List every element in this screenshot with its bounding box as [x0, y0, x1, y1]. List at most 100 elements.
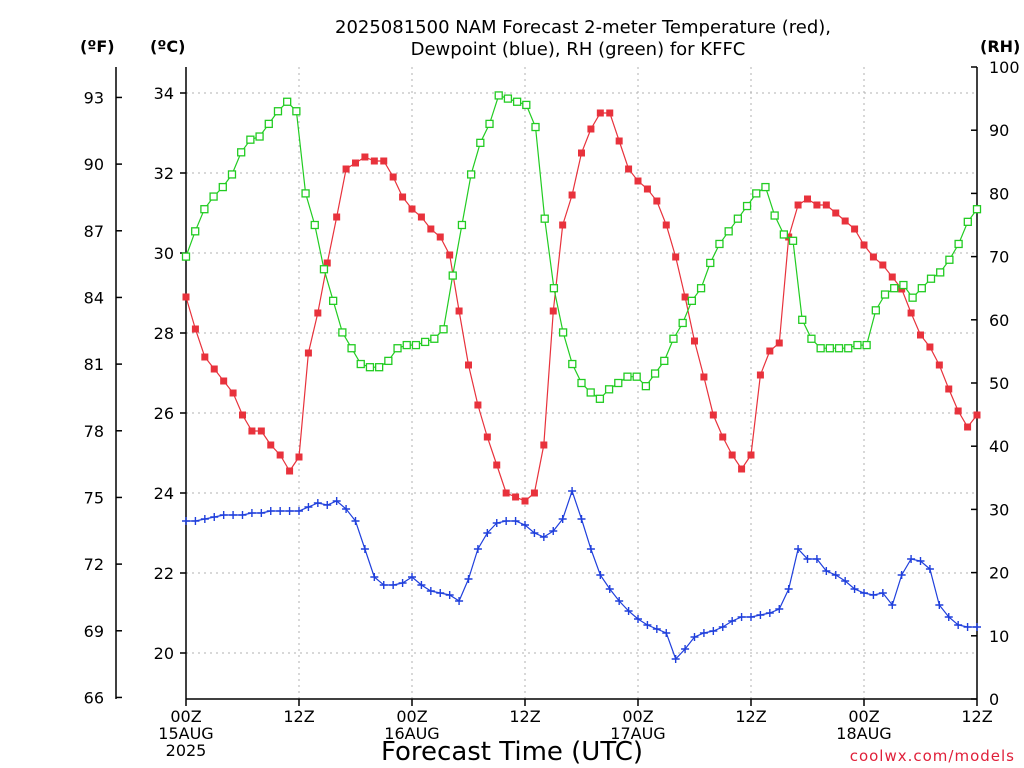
dewpoint-point: [417, 581, 426, 589]
rh-point: [522, 100, 531, 110]
dewpoint-point: [238, 511, 247, 519]
rh-point: [558, 328, 568, 337]
dewpoint-point: [907, 555, 916, 563]
dewpoint-point: [860, 589, 868, 597]
rh-point: [623, 372, 632, 381]
rh-point: [301, 189, 310, 198]
dewpoint-point: [728, 617, 737, 625]
rh-point: [632, 372, 641, 381]
temp-point: [643, 185, 651, 193]
rh-point: [209, 192, 218, 201]
rh-point: [954, 239, 963, 249]
temp-point: [851, 225, 859, 233]
temp-point: [257, 427, 265, 435]
temp-point: [512, 493, 520, 501]
rh-point: [871, 306, 880, 315]
temp-point: [634, 177, 642, 185]
temp-point: [596, 109, 604, 117]
rh-point: [678, 318, 687, 328]
rh-point: [724, 227, 733, 236]
fahrenheit-tick-label: 90: [84, 155, 104, 174]
rh-point: [466, 170, 476, 179]
dewpoint-point: [332, 497, 341, 505]
dewpoint-point: [219, 511, 228, 519]
temp-line: [185, 112, 978, 502]
rh-tick-label: 70: [989, 248, 1009, 267]
temp-point: [540, 441, 548, 449]
dewpoint-point: [850, 585, 859, 593]
fahrenheit-tick-label: 75: [84, 488, 104, 507]
rh-point: [448, 271, 457, 280]
temp-point: [681, 293, 689, 301]
dewpoint-point: [681, 645, 690, 653]
rh-point: [899, 280, 908, 290]
dewpoint-point: [878, 589, 887, 597]
rh-point: [577, 378, 586, 388]
rh-point: [687, 296, 697, 305]
temp-point: [427, 225, 435, 233]
x-tick-label: 00Z: [170, 707, 201, 726]
temp-point: [361, 153, 369, 161]
temp-point: [841, 217, 849, 225]
fahrenheit-tick-label: 93: [84, 88, 104, 107]
rh-point: [890, 284, 899, 293]
rh-point: [430, 334, 439, 343]
rh-point: [963, 217, 972, 226]
temp-point: [465, 361, 472, 369]
y-axis-ticks: 20 22 24 26 28 30 32 34 66 69 72 75 78 81 84 87 90 93 0 10 2…: [84, 58, 1020, 709]
x-tick-label: 12Z: [509, 707, 540, 726]
temp-point: [672, 253, 680, 261]
x-axis-label: Forecast Time (UTC): [381, 737, 643, 767]
temp-point: [286, 467, 294, 475]
rh-tick-label: 0: [989, 690, 999, 709]
temp-point: [766, 347, 774, 355]
rh-point: [310, 220, 319, 230]
temp-point: [804, 195, 811, 203]
rh-point: [752, 189, 761, 198]
temp-point: [352, 159, 359, 167]
dewpoint-point: [624, 607, 633, 615]
dewpoint-point: [662, 629, 671, 637]
rh-point: [604, 385, 614, 394]
rh-tick-label: 20: [989, 564, 1009, 583]
dewpoint-point: [426, 587, 435, 595]
fahrenheit-tick-label: 84: [84, 288, 104, 307]
rh-tick-label: 10: [989, 627, 1009, 646]
rh-point: [742, 201, 752, 211]
rh-tick-label: 60: [989, 311, 1009, 330]
dewpoint-point: [756, 611, 765, 619]
temp-point: [239, 411, 246, 419]
rh-point: [338, 328, 347, 337]
dewpoint-point: [304, 503, 313, 511]
rh-point: [476, 138, 485, 147]
rh-point: [972, 205, 982, 214]
dewpoint-point: [342, 505, 351, 513]
rh-point: [880, 290, 890, 299]
dewpoint-point: [709, 627, 718, 635]
dewpoint-point: [502, 517, 511, 525]
rh-point: [733, 214, 743, 223]
celsius-unit-label: (ºC): [150, 37, 185, 56]
dewpoint-point: [803, 555, 812, 563]
temp-point: [888, 273, 896, 281]
dewpoint-point: [558, 515, 567, 523]
temp-point: [964, 423, 972, 431]
temp-point: [945, 385, 953, 393]
x-tick-label: 12Z: [961, 707, 992, 726]
rh-point: [816, 344, 825, 353]
dewpoint-point: [897, 571, 906, 579]
temp-point: [446, 251, 454, 259]
dewpoint-point: [473, 545, 482, 553]
rh-tick-label: 90: [989, 121, 1009, 140]
dewpoint-point: [765, 609, 774, 617]
temp-point: [822, 201, 830, 209]
dewpoint-point: [530, 529, 539, 537]
fahrenheit-tick-label: 66: [84, 688, 104, 707]
celsius-tick-label: 26: [154, 404, 174, 423]
dewpoint-point: [794, 545, 803, 553]
rh-point: [853, 340, 862, 350]
rh-tick-label: 40: [989, 437, 1009, 456]
temp-point: [502, 489, 510, 497]
rh-point: [696, 284, 706, 293]
